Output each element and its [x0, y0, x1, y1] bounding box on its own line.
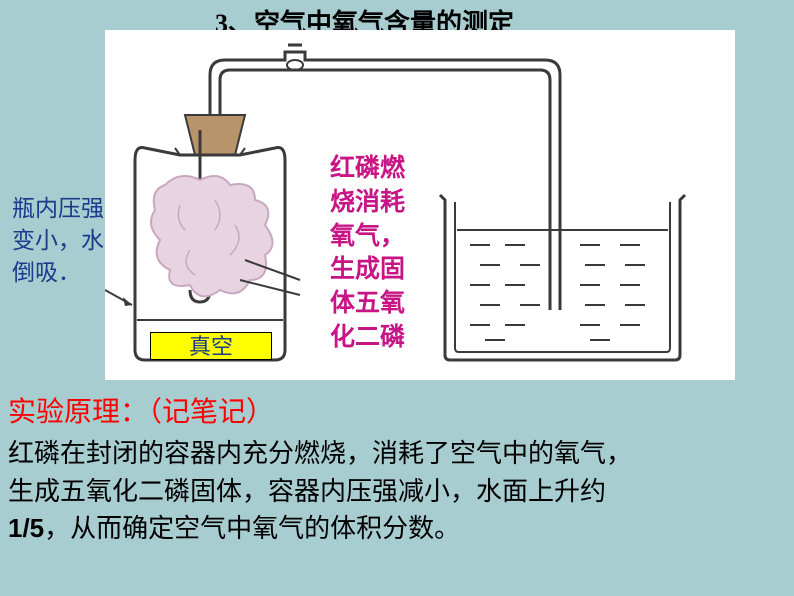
principle-heading: 实验原理：（记笔记）: [8, 390, 274, 430]
principle-line: ，从而确定空气中氧气的体积分数。: [44, 514, 460, 543]
magenta-line: 生成固: [330, 256, 405, 283]
magenta-line: 烧消耗: [330, 189, 405, 216]
vacuum-label: 真空: [150, 332, 272, 360]
magenta-line: 红磷燃: [330, 155, 405, 182]
diagram-container: [105, 30, 735, 380]
reaction-note: 红磷燃 烧消耗 氧气， 生成固 体五氧 化二磷: [330, 152, 415, 355]
principle-line: 生成五氧化二磷固体，容器内压强减小，水面上升约: [8, 477, 606, 506]
note-line: 倒吸．: [12, 260, 81, 285]
magenta-line: 化二磷: [330, 324, 405, 351]
note-line: 瓶内压强: [12, 196, 104, 221]
magenta-line: 体五氧: [330, 290, 405, 317]
magenta-line: 氧气，: [330, 223, 405, 250]
principle-line: 红磷在封闭的容器内充分燃烧，消耗了空气中的氧气，: [8, 439, 632, 468]
experiment-diagram: [105, 30, 735, 380]
note-line: 变小，水: [12, 228, 104, 253]
principle-text: 红磷在封闭的容器内充分燃烧，消耗了空气中的氧气， 生成五氧化二磷固体，容器内压强…: [8, 435, 783, 548]
fraction-value: 1/5: [8, 513, 44, 543]
pressure-note: 瓶内压强 变小，水 倒吸．: [12, 193, 112, 290]
